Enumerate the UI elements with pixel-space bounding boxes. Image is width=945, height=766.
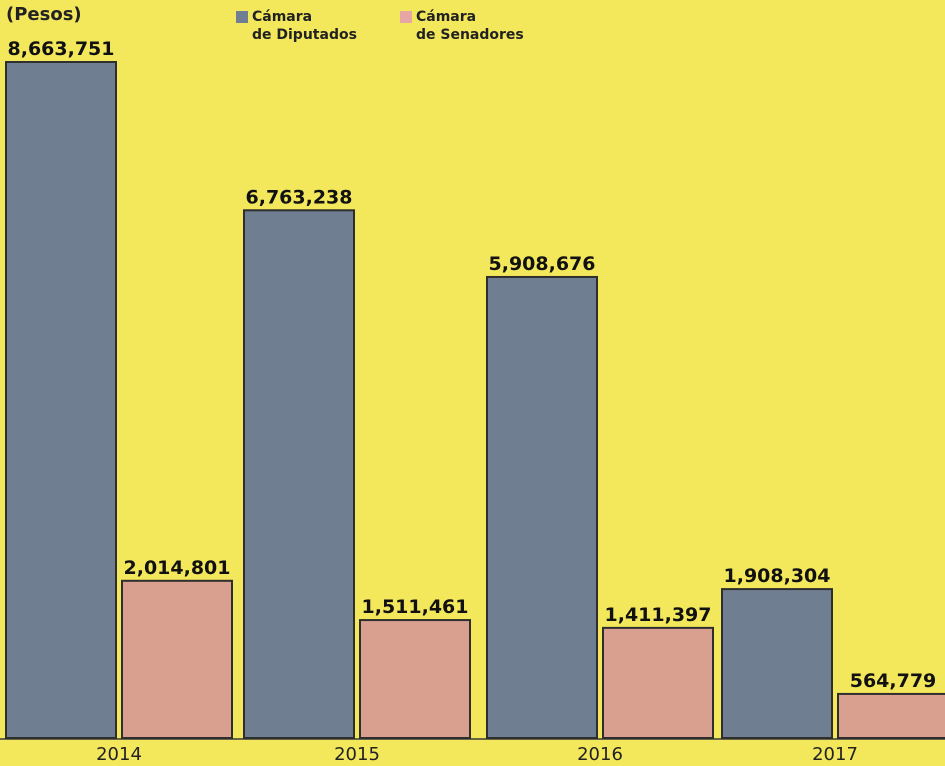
x-tick-label-2016: 2016 — [577, 744, 623, 765]
bar-2015-senadores — [359, 619, 471, 739]
value-label-2016-senadores: 1,411,397 — [605, 604, 712, 626]
legend-swatch-senadores — [400, 11, 412, 23]
y-unit-label: (Pesos) — [6, 4, 82, 25]
x-tick-label-2017: 2017 — [812, 744, 858, 765]
value-label-2014-diputados: 8,663,751 — [8, 38, 115, 60]
value-label-2015-diputados: 6,763,238 — [246, 186, 353, 208]
bar-2017-diputados — [721, 588, 833, 739]
x-tick-label-2014: 2014 — [96, 744, 142, 765]
value-label-2017-diputados: 1,908,304 — [724, 565, 831, 587]
bar-2015-diputados — [243, 209, 355, 739]
value-label-2015-senadores: 1,511,461 — [362, 596, 469, 618]
legend-label-senadores: Cámara de Senadores — [416, 9, 524, 43]
bar-2017-senadores — [837, 692, 945, 740]
legend-item-senadores: Cámara de Senadores — [400, 8, 556, 44]
bar-2014-senadores — [121, 579, 233, 740]
value-label-2014-senadores: 2,014,801 — [124, 557, 231, 579]
value-label-2016-diputados: 5,908,676 — [489, 253, 596, 275]
bar-2016-senadores — [602, 626, 714, 739]
legend-swatch-diputados — [236, 11, 248, 23]
value-label-2017-senadores: 564,779 — [850, 670, 937, 692]
bar-2014-diputados — [5, 61, 117, 739]
x-tick-label-2015: 2015 — [334, 744, 380, 765]
legend-label-diputados: Cámara de Diputados — [252, 9, 357, 43]
bar-2016-diputados — [486, 275, 598, 739]
legend-item-diputados: Cámara de Diputados — [236, 8, 392, 44]
